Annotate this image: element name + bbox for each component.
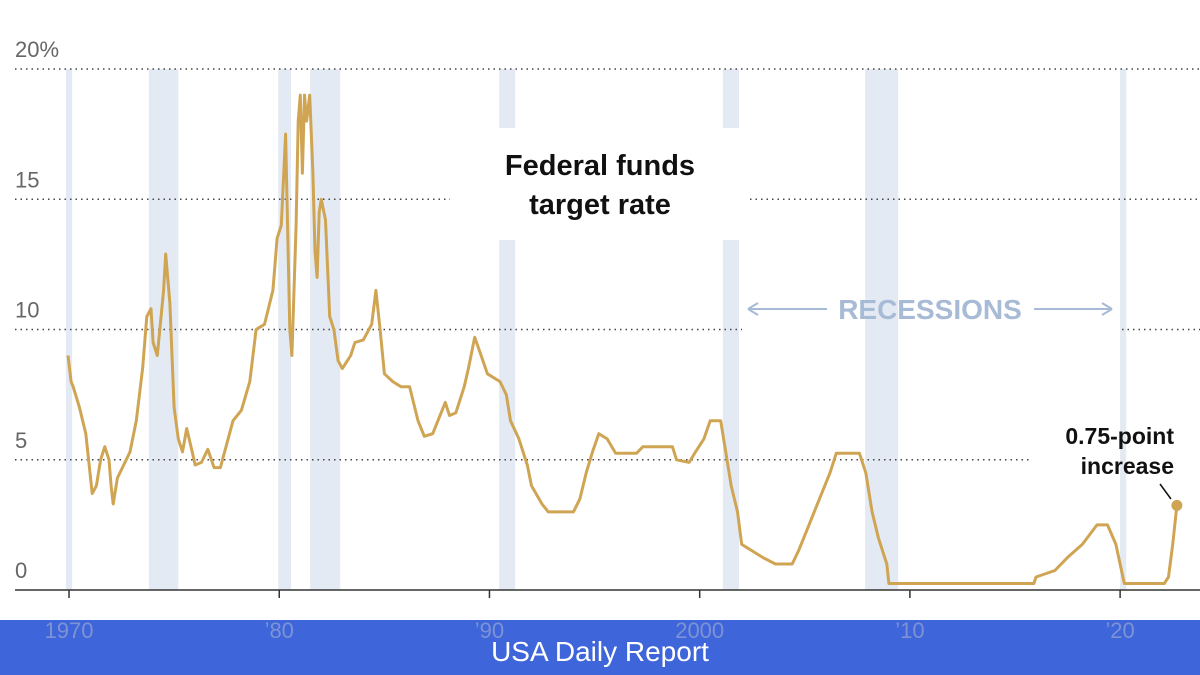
x-tick-label: ’10	[895, 618, 924, 643]
line-label: target rate	[529, 189, 671, 221]
footer-text: USA Daily Report	[491, 636, 709, 667]
x-tick-label: ’90	[475, 618, 504, 643]
recession-arrow	[747, 302, 827, 316]
footer-banner	[0, 620, 1200, 675]
x-tick-label: ’80	[265, 618, 294, 643]
y-tick-label: 10	[15, 298, 39, 323]
recession-band	[310, 69, 341, 590]
recession-label: RECESSIONS	[838, 294, 1022, 325]
rate-line	[66, 93, 1179, 585]
annotation-leader	[1159, 483, 1172, 500]
y-tick-label: 15	[15, 167, 39, 192]
y-tick-label: 0	[15, 558, 27, 583]
y-tick-label: 20%	[15, 37, 59, 62]
line-label: Federal funds	[505, 150, 695, 182]
y-tick-label: 5	[15, 428, 27, 453]
recession-arrow	[1034, 302, 1113, 316]
annotation: 0.75-point	[1065, 423, 1174, 449]
annotation: increase	[1081, 453, 1174, 479]
label-backdrop	[450, 128, 750, 240]
x-tick-label: ’20	[1105, 618, 1134, 643]
recession-band	[865, 69, 899, 590]
x-tick-label: 1970	[45, 618, 94, 643]
recession-band	[65, 69, 73, 590]
x-tick-label: 2000	[675, 618, 724, 643]
latest-point	[1171, 499, 1183, 511]
